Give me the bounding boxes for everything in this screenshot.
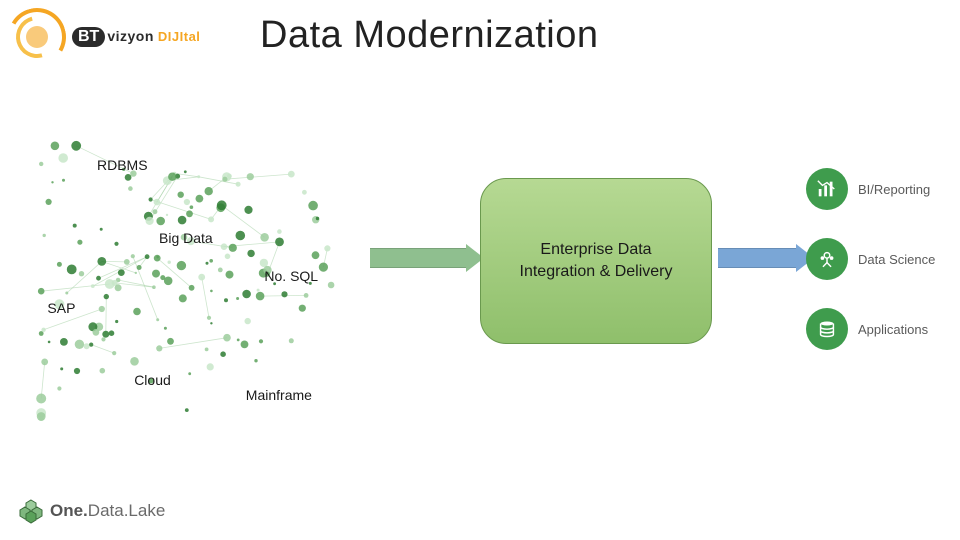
arrow-center-to-outputs	[718, 244, 814, 272]
page-title: Data Modernization	[260, 14, 599, 57]
source-label: RDBMS	[97, 157, 148, 173]
output-label: Data Science	[858, 252, 935, 267]
brand-vizyon: vizyon	[107, 28, 154, 44]
slide: BT vizyon DIJItal Data Modernization RDB…	[0, 0, 960, 540]
product-one: One.	[50, 501, 88, 520]
output-item-bi: BI/Reporting	[806, 168, 956, 210]
source-network: RDBMS Big Data No. SQL SAP Cloud Mainframe	[35, 140, 345, 430]
outputs-list: BI/Reporting Data Science Applications	[806, 168, 956, 350]
source-label: SAP	[47, 300, 75, 316]
brand-dijital: DIJItal	[158, 29, 201, 44]
output-item-ds: Data Science	[806, 238, 956, 280]
apps-icon	[806, 308, 848, 350]
arrow-shaft	[370, 248, 466, 268]
output-label: BI/Reporting	[858, 182, 930, 197]
source-label: Big Data	[159, 230, 213, 246]
output-item-apps: Applications	[806, 308, 956, 350]
company-brand-text: BT vizyon DIJItal	[72, 27, 200, 47]
ds-icon	[806, 238, 848, 280]
arrow-shaft	[718, 248, 796, 268]
product-rest: Data.Lake	[88, 501, 166, 520]
product-logo: One.Data.Lake	[18, 498, 165, 524]
source-label: Mainframe	[246, 387, 312, 403]
center-line1: Enterprise Data	[520, 239, 673, 261]
bi-icon	[806, 168, 848, 210]
center-text: Enterprise Data Integration & Delivery	[520, 239, 673, 282]
arrow-sources-to-center	[370, 244, 484, 272]
brand-bt: BT	[72, 27, 105, 47]
source-label: No. SQL	[264, 268, 318, 284]
hex-cluster-icon	[18, 498, 44, 524]
center-line2: Integration & Delivery	[520, 261, 673, 283]
product-text: One.Data.Lake	[50, 501, 165, 521]
source-label: Cloud	[134, 372, 171, 388]
center-integration-box: Enterprise Data Integration & Delivery	[480, 178, 712, 344]
company-logo: BT vizyon DIJItal	[8, 8, 200, 66]
output-label: Applications	[858, 322, 928, 337]
logo-ring-icon	[8, 8, 66, 66]
